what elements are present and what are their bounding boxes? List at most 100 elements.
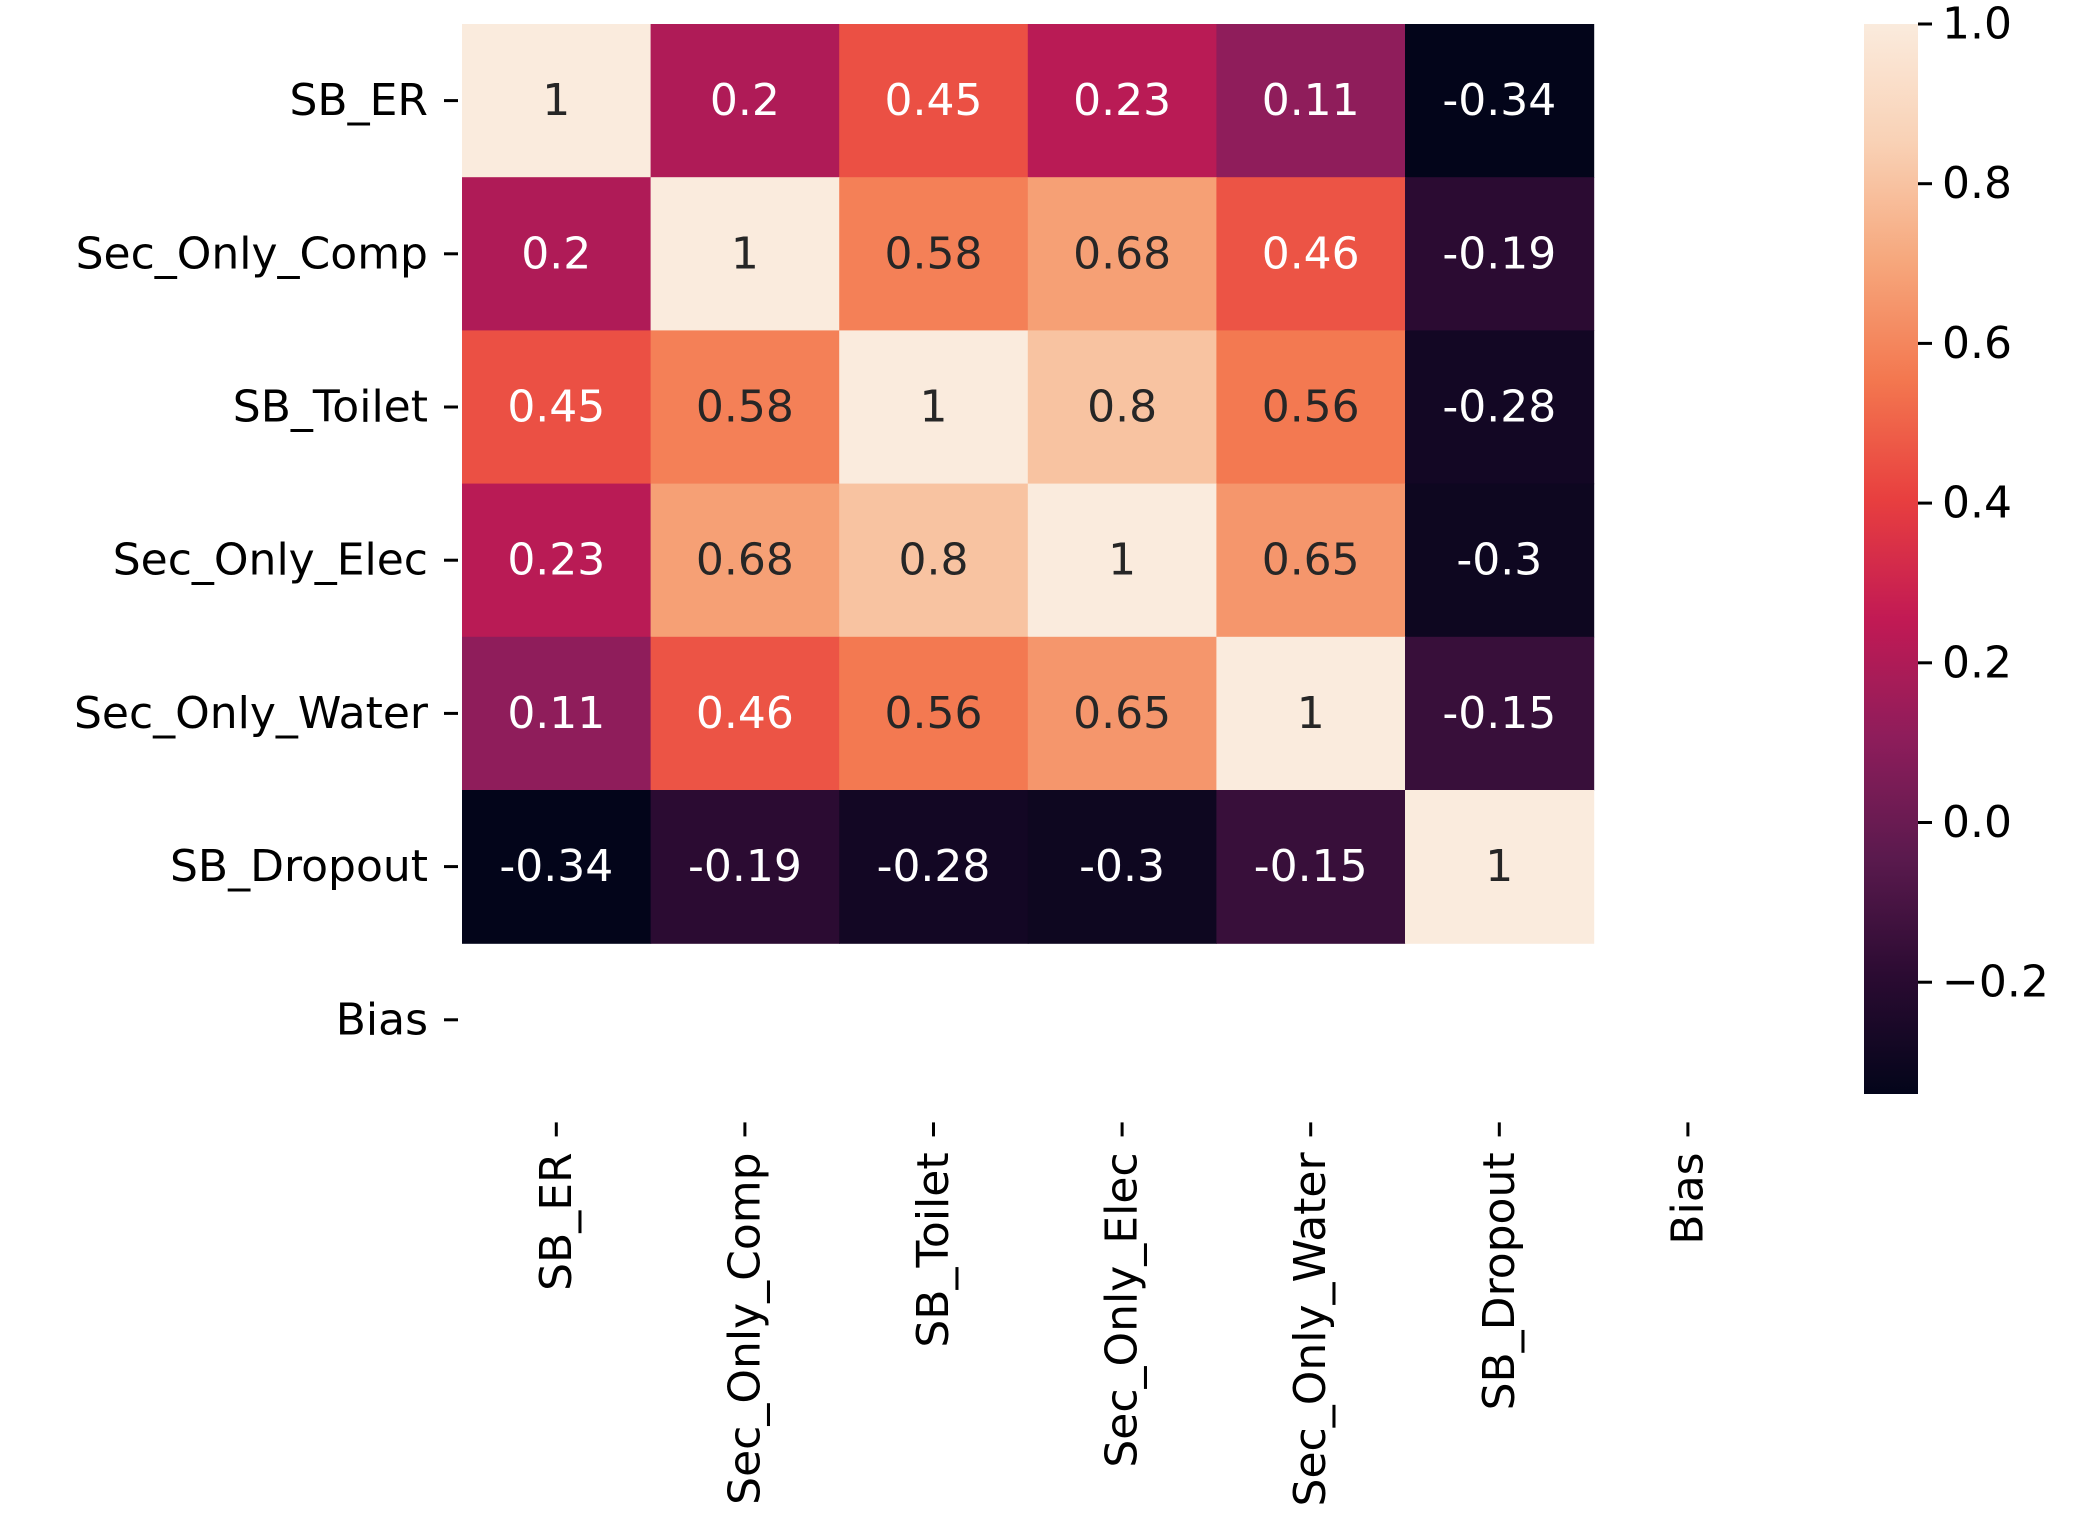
cell-value-label: 0.46 bbox=[696, 688, 794, 739]
cell-value-label: 0.58 bbox=[696, 382, 794, 433]
cell-value-label: -0.34 bbox=[1442, 75, 1556, 126]
heatmap-cell-SB_Toilet-Sec_Only_Elec bbox=[1027, 330, 1217, 485]
cell-value-label: 1 bbox=[1485, 841, 1513, 892]
x-axis: SB_ER Sec_Only_Comp SB_Toilet Sec_Only_Elec… bbox=[531, 1122, 1713, 1506]
cell-value-label: -0.34 bbox=[499, 841, 613, 892]
y-tick-label: Sec_Only_Elec bbox=[113, 535, 428, 586]
colorbar-tick-label: −0.2 bbox=[1942, 957, 2049, 1008]
y-tick-label: Bias bbox=[336, 994, 428, 1045]
cell-value-label: 0.65 bbox=[1262, 535, 1360, 586]
cell-value-label: 0.68 bbox=[696, 535, 794, 586]
colorbar-tick-label: 0.6 bbox=[1942, 318, 2012, 369]
y-tick-label: SB_ER bbox=[290, 75, 429, 126]
cell-value-label: 1 bbox=[920, 382, 948, 433]
x-tick-label: Sec_Only_Comp bbox=[719, 1152, 770, 1504]
y-axis: SB_ER Sec_Only_Comp SB_Toilet Sec_Only_Elec… bbox=[74, 75, 458, 1045]
cell-value-label: 1 bbox=[1108, 535, 1136, 586]
cell-value-label: 0.65 bbox=[1073, 688, 1171, 739]
x-tick-label: Bias bbox=[1662, 1152, 1713, 1244]
cell-value-label: -0.19 bbox=[688, 841, 802, 892]
cell-value-label: 1 bbox=[542, 75, 570, 126]
cell-value-label: -0.3 bbox=[1456, 535, 1542, 586]
heatmap-cell-SB_Toilet-Sec_Only_Water bbox=[1216, 330, 1406, 485]
cell-value-label: -0.3 bbox=[1079, 841, 1165, 892]
heatmap-cell-Sec_Only_Comp-SB_Dropout bbox=[1405, 177, 1595, 331]
heatmap-cell-SB_Toilet-SB_Toilet bbox=[839, 330, 1029, 485]
x-tick-label: Sec_Only_Water bbox=[1285, 1151, 1336, 1506]
cell-value-label: 0.2 bbox=[710, 75, 780, 126]
heatmap-cell-Sec_Only_Water-SB_Toilet bbox=[839, 636, 1029, 791]
heatmap-cell-SB_ER-Sec_Only_Comp bbox=[650, 24, 840, 178]
cell-value-label: 1 bbox=[1297, 688, 1325, 739]
x-tick-label: SB_Toilet bbox=[908, 1152, 959, 1347]
cell-value-label: -0.19 bbox=[1442, 228, 1556, 279]
heatmap-annotations: 1 0.2 0.45 0.23 0.11 -0.34 0.2 1 0.58 0.68 0.46 -0.… bbox=[499, 75, 1556, 892]
heatmap-cell-Sec_Only_Comp-Sec_Only_Water bbox=[1216, 177, 1406, 331]
cell-value-label: 0.68 bbox=[1073, 228, 1171, 279]
x-tick-label: SB_Dropout bbox=[1474, 1152, 1525, 1410]
heatmap-cell-SB_Toilet-Sec_Only_Comp bbox=[650, 330, 840, 485]
cell-value-label: 0.23 bbox=[507, 535, 605, 586]
x-tick-label: SB_ER bbox=[531, 1152, 582, 1291]
heatmap-cell-SB_Dropout-Sec_Only_Elec bbox=[1027, 790, 1217, 944]
y-tick-label: SB_Dropout bbox=[170, 841, 428, 892]
heatmap-cell-Sec_Only_Comp-SB_ER bbox=[462, 177, 652, 331]
heatmap-cell-SB_Dropout-SB_ER bbox=[462, 790, 652, 944]
y-tick-label: Sec_Only_Water bbox=[74, 688, 429, 739]
cell-value-label: -0.28 bbox=[877, 841, 991, 892]
cell-value-label: 0.23 bbox=[1073, 75, 1171, 126]
heatmap-cell-Sec_Only_Comp-SB_Toilet bbox=[839, 177, 1029, 331]
heatmap-cell-Sec_Only_Water-SB_ER bbox=[462, 636, 652, 791]
cell-value-label: -0.15 bbox=[1442, 688, 1556, 739]
heatmap-cells bbox=[462, 24, 1595, 944]
heatmap-cell-Sec_Only_Water-Sec_Only_Comp bbox=[650, 636, 840, 791]
cell-value-label: 0.46 bbox=[1262, 228, 1360, 279]
cell-value-label: 1 bbox=[731, 228, 759, 279]
cell-value-label: 0.58 bbox=[885, 228, 983, 279]
cell-value-label: 0.8 bbox=[899, 535, 969, 586]
x-tick-label: Sec_Only_Elec bbox=[1097, 1152, 1148, 1467]
heatmap-cell-Sec_Only_Elec-Sec_Only_Elec bbox=[1027, 483, 1217, 638]
heatmap-cell-SB_ER-Sec_Only_Elec bbox=[1027, 24, 1217, 178]
cell-value-label: 0.2 bbox=[521, 228, 591, 279]
heatmap-cell-SB_ER-SB_Dropout bbox=[1405, 24, 1595, 178]
colorbar-tick-label: 0.0 bbox=[1942, 797, 2012, 848]
colorbar-tick-label: 0.4 bbox=[1942, 478, 2012, 529]
colorbar-tick-label: 1.0 bbox=[1942, 0, 2012, 50]
cell-value-label: 0.8 bbox=[1087, 382, 1157, 433]
heatmap-cell-SB_Dropout-SB_Toilet bbox=[839, 790, 1029, 944]
heatmap-cell-SB_ER-Sec_Only_Water bbox=[1216, 24, 1406, 178]
heatmap-cell-SB_ER-SB_Toilet bbox=[839, 24, 1029, 178]
heatmap-cell-Sec_Only_Water-Sec_Only_Water bbox=[1216, 636, 1406, 791]
cell-value-label: 0.56 bbox=[1262, 382, 1360, 433]
colorbar-tick-label: 0.8 bbox=[1942, 158, 2012, 209]
heatmap-cell-SB_Toilet-SB_ER bbox=[462, 330, 652, 485]
heatmap-cell-Sec_Only_Elec-SB_ER bbox=[462, 483, 652, 638]
heatmap-cell-SB_Dropout-Sec_Only_Comp bbox=[650, 790, 840, 944]
heatmap-cell-Sec_Only_Elec-SB_Dropout bbox=[1405, 483, 1595, 638]
heatmap-cell-Sec_Only_Elec-Sec_Only_Comp bbox=[650, 483, 840, 638]
cell-value-label: 0.56 bbox=[885, 688, 983, 739]
y-tick-label: Sec_Only_Comp bbox=[76, 228, 428, 279]
heatmap-cell-SB_Dropout-Sec_Only_Water bbox=[1216, 790, 1406, 944]
heatmap-cell-Sec_Only_Water-SB_Dropout bbox=[1405, 636, 1595, 791]
heatmap-cell-Sec_Only_Elec-SB_Toilet bbox=[839, 483, 1029, 638]
heatmap-cell-Sec_Only_Comp-Sec_Only_Comp bbox=[650, 177, 840, 331]
colorbar-tick-label: 0.2 bbox=[1942, 637, 2012, 688]
heatmap-cell-SB_ER-SB_ER bbox=[462, 24, 652, 178]
cell-value-label: -0.28 bbox=[1442, 382, 1556, 433]
cell-value-label: -0.15 bbox=[1254, 841, 1368, 892]
cell-value-label: 0.45 bbox=[885, 75, 983, 126]
cell-value-label: 0.11 bbox=[1262, 75, 1360, 126]
heatmap-cell-SB_Toilet-SB_Dropout bbox=[1405, 330, 1595, 485]
colorbar: −0.2 0.0 0.2 0.4 0.6 0.8 1.0 bbox=[1864, 0, 2049, 1094]
y-tick-label: SB_Toilet bbox=[233, 382, 428, 433]
heatmap-cell-Sec_Only_Elec-Sec_Only_Water bbox=[1216, 483, 1406, 638]
heatmap-cell-Sec_Only_Water-Sec_Only_Elec bbox=[1027, 636, 1217, 791]
cell-value-label: 0.45 bbox=[507, 382, 605, 433]
heatmap-cell-Sec_Only_Comp-Sec_Only_Elec bbox=[1027, 177, 1217, 331]
heatmap-cell-SB_Dropout-SB_Dropout bbox=[1405, 790, 1595, 944]
colorbar-gradient bbox=[1864, 24, 1918, 1094]
cell-value-label: 0.11 bbox=[507, 688, 605, 739]
